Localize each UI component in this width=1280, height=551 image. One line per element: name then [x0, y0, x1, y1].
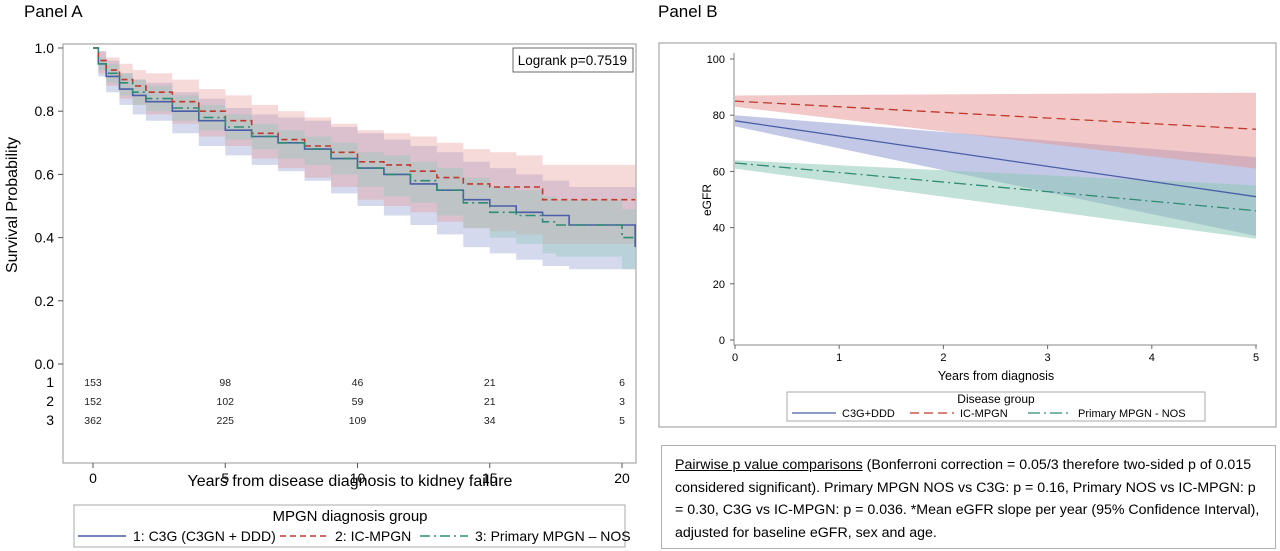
y-axis-title: Survival Probability: [4, 137, 21, 273]
x-tick-label: 1: [836, 352, 842, 364]
egfr-line-3: [734, 162, 1257, 212]
legend-frame: [73, 504, 626, 548]
x-tick-label: 10: [350, 470, 366, 486]
panel-a-title: Panel A: [24, 2, 83, 21]
risk-table-cell: 98: [219, 377, 231, 389]
plot-frame: [62, 43, 637, 464]
legend-panel-b: Disease group C3G+DDD IC-MPGN Primary MPGN …: [786, 391, 1206, 422]
y-tick-label: 0.4: [35, 230, 55, 246]
risk-table-cell: 21: [484, 396, 496, 408]
x-tick-label: 5: [221, 470, 229, 486]
logrank-box: [512, 47, 634, 73]
risk-table-cell: 152: [84, 396, 102, 408]
y-tick-label: 1.0: [35, 40, 55, 56]
legend-label: 2: IC-MPGN: [335, 528, 411, 544]
x-tick-label: 15: [482, 470, 498, 486]
legend-label: IC-MPGN: [960, 408, 1008, 420]
legend-title: MPGN diagnosis group: [272, 508, 427, 525]
y-tick-label: 80: [713, 110, 725, 122]
y-tick-label: 0.0: [35, 356, 55, 372]
y-tick-label: 60: [713, 166, 725, 178]
risk-table-cell: 21: [484, 377, 496, 389]
legend-label: 1: C3G (C3GN + DDD): [133, 528, 276, 544]
ci-band-series-1: [93, 48, 636, 301]
survival-line-series-3: [93, 47, 636, 239]
risk-row-label: 1: [46, 374, 54, 390]
note-heading: Pairwise p value comparisons: [675, 457, 863, 473]
egfr-ci-band-3: [735, 160, 1256, 239]
survival-line-series-2: [93, 47, 636, 201]
y-tick-label: 0.6: [35, 166, 55, 182]
risk-table-cell: 46: [352, 377, 364, 389]
egfr-line-1: [734, 120, 1257, 198]
x-tick-label: 4: [1149, 352, 1155, 364]
legend-frame: [786, 391, 1206, 422]
risk-table-cell: 109: [349, 415, 367, 427]
risk-row-label: 2: [46, 393, 54, 409]
x-axis-title: Years from diagnosis: [938, 369, 1054, 383]
risk-table-cell: 34: [484, 415, 496, 427]
legend-title: Disease group: [957, 392, 1035, 406]
x-tick-label: 0: [89, 470, 97, 486]
risk-table-cell: 59: [352, 396, 364, 408]
x-tick-label: 3: [1045, 352, 1051, 364]
risk-table-cell: 102: [216, 396, 234, 408]
y-tick-label: 40: [713, 223, 725, 235]
ci-band-series-2: [93, 48, 636, 244]
x-axis-title: Years from disease diagnosis to kidney f…: [188, 473, 513, 490]
logrank-annotation: Logrank p=0.7519: [518, 53, 627, 68]
risk-table-cell: 3: [619, 396, 625, 408]
y-tick-label: 0.2: [35, 293, 55, 309]
egfr-line-2: [734, 100, 1257, 130]
y-tick-label: 0: [719, 335, 725, 347]
ci-band-series-3: [93, 48, 636, 270]
risk-table-cell: 5: [619, 415, 625, 427]
risk-row-label: 3: [46, 412, 54, 428]
x-tick-label: 2: [940, 352, 946, 364]
x-tick-label: 5: [1253, 352, 1259, 364]
legend-label: 3: Primary MPGN – NOS: [475, 528, 631, 544]
y-axis-title: eGFR: [700, 184, 714, 216]
risk-table-cell: 362: [84, 415, 102, 427]
y-tick-label: 0.8: [35, 103, 55, 119]
y-tick-label: 20: [713, 279, 725, 291]
risk-table-cell: 225: [216, 415, 234, 427]
legend-panel-a: MPGN diagnosis group 1: C3G (C3GN + DDD) 2…: [73, 504, 631, 548]
risk-table-cell: 6: [619, 377, 625, 389]
egfr-ci-band-2: [735, 92, 1256, 169]
panel-b-title: Panel B: [658, 2, 718, 21]
y-tick-label: 100: [707, 54, 725, 66]
note-body: (Bonferroni correction = 0.05/3 therefor…: [675, 457, 1260, 541]
risk-table-cell: 153: [84, 377, 102, 389]
x-tick-label: 0: [732, 352, 738, 364]
x-tick-label: 20: [614, 470, 630, 486]
legend-label: Primary MPGN - NOS: [1078, 408, 1186, 420]
legend-label: C3G+DDD: [842, 408, 895, 420]
pairwise-comparison-note: Pairwise p value comparisons (Bonferroni…: [661, 445, 1276, 549]
